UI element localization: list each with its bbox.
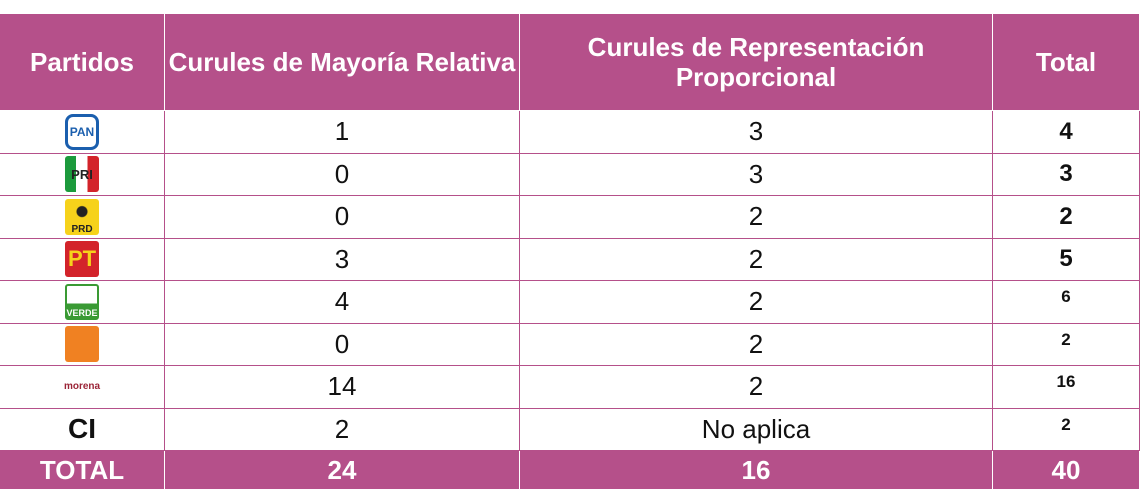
header-cell: Curules de Representación Proporcional [520,14,993,111]
party-cell: CI [0,408,165,451]
seat-cell: 1 [165,111,520,154]
party-cell: PRI [0,153,165,196]
total-cell: 4 [993,111,1140,154]
party-logo: PAN [65,113,99,150]
seat-cell: 2 [520,323,993,366]
total-cell: 2 [993,408,1140,451]
seat-cell: 14 [165,366,520,409]
total-cell: 6 [993,281,1140,324]
header-cell: Partidos [0,14,165,111]
total-cell: 16 [993,366,1140,409]
party-logo: PRD [65,198,99,235]
total-cell: 2 [993,323,1140,366]
party-logo: morena [63,381,101,393]
footer-cell: TOTAL [0,451,165,490]
total-cell: 3 [993,153,1140,196]
seat-cell: 3 [165,238,520,281]
party-logo: PT [65,241,99,278]
seat-cell: 2 [520,281,993,324]
seat-table: Partidos Curules de Mayoría Relativa Curul… [0,14,1140,490]
total-cell: 2 [993,196,1140,239]
seat-cell: 4 [165,281,520,324]
seat-cell: No aplica [520,408,993,451]
seat-cell: 2 [520,196,993,239]
seat-cell: 0 [165,153,520,196]
seat-cell: 0 [165,323,520,366]
party-logo: PRI [65,156,99,193]
party-cell: morena [0,366,165,409]
header-cell: Total [993,14,1140,111]
party-logo: VERDE [65,283,99,320]
seat-cell: 3 [520,111,993,154]
total-cell: 5 [993,238,1140,281]
header-cell: Curules de Mayoría Relativa [165,14,520,111]
seat-cell: 2 [165,408,520,451]
seat-cell: 3 [520,153,993,196]
party-cell: PT [0,238,165,281]
party-cell [0,323,165,366]
party-cell: PAN [0,111,165,154]
party-logo: CI [68,413,96,445]
seat-cell: 0 [165,196,520,239]
footer-cell: 24 [165,451,520,490]
seat-cell: 2 [520,366,993,409]
footer-cell: 16 [520,451,993,490]
party-logo [65,326,99,363]
party-cell: VERDE [0,281,165,324]
party-cell: PRD [0,196,165,239]
seat-cell: 2 [520,238,993,281]
footer-cell: 40 [993,451,1140,490]
